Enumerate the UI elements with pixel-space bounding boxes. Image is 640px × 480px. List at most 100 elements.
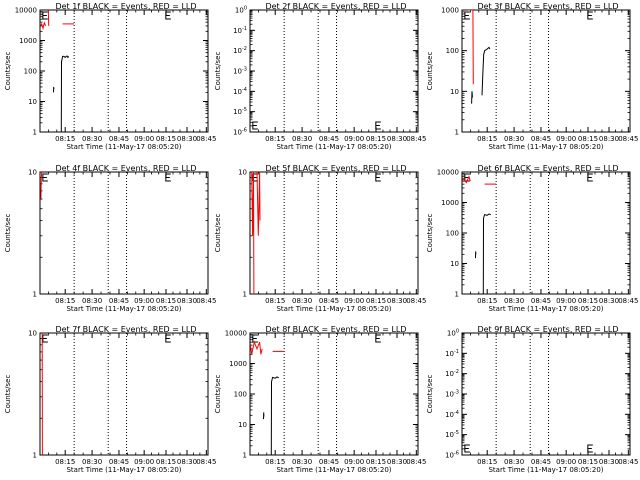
- x-tick-label: 08:30: [292, 135, 312, 143]
- panel-title: Det 8f BLACK = Events, RED = LLD: [265, 325, 406, 334]
- panel-det-1: Det 1f BLACK = Events, RED = LLD 1 10 100 10…: [4, 2, 216, 151]
- lld-series-line: [251, 172, 255, 294]
- plot-frame: [249, 9, 419, 133]
- x-axis-label: Start Time (11-May-17 08:05:20): [66, 143, 181, 151]
- x-tick-label: 08:30: [177, 135, 197, 143]
- x-tick-label: 09:00: [344, 135, 364, 143]
- x-tick-label: 08:30: [599, 135, 619, 143]
- plot-frame: [39, 171, 209, 295]
- x-tick-label: 08:15: [265, 135, 285, 143]
- y-tick-label: 10: [28, 330, 37, 338]
- x-tick-label: 08:15: [156, 458, 176, 466]
- x-tick-label: 08:30: [82, 135, 102, 143]
- x-tick-label: 08:15: [265, 297, 285, 305]
- x-axis-label: Start Time (11-May-17 08:05:20): [66, 305, 181, 313]
- y-tick-label: 10-5: [233, 107, 247, 116]
- event-marker: [587, 11, 593, 20]
- x-tick-label: 09:00: [344, 458, 364, 466]
- lld-series-line: [467, 10, 474, 85]
- x-tick-label: 08:45: [618, 458, 638, 466]
- x-tick-label: 08:30: [177, 297, 197, 305]
- x-tick-label: 08:15: [55, 135, 75, 143]
- event-marker: [587, 444, 593, 453]
- y-tick-label: 1: [243, 291, 247, 299]
- panel-det-4: Det 4f BLACK = Events, RED = LLD 1 10 Count…: [4, 164, 216, 313]
- x-tick-label: 08:30: [504, 297, 524, 305]
- y-tick-label: 10: [450, 88, 459, 96]
- y-tick-label: 10-5: [445, 430, 459, 439]
- y-tick-label: 10: [450, 260, 459, 268]
- x-tick-label: 09:00: [556, 135, 576, 143]
- x-tick-label: 08:45: [618, 297, 638, 305]
- x-axis-label: Start Time (11-May-17 08:05:20): [488, 466, 603, 474]
- x-axis-label: Start Time (11-May-17 08:05:20): [488, 305, 603, 313]
- event-marker: [42, 173, 48, 182]
- panel-det-7: Det 7f BLACK = Events, RED = LLD 1 10 Count…: [4, 325, 216, 474]
- y-tick-label: 10: [28, 169, 37, 177]
- y-tick-label: 1: [455, 129, 459, 137]
- event-marker: [42, 11, 48, 20]
- x-tick-label: 09:00: [134, 135, 154, 143]
- x-tick-label: 08:30: [82, 458, 102, 466]
- x-tick-label: 08:15: [578, 297, 598, 305]
- y-tick-label: 10-4: [445, 410, 459, 419]
- y-tick-label: 1: [243, 452, 247, 460]
- y-tick-label: 10-3: [233, 67, 247, 76]
- x-tick-label: 08:45: [406, 135, 426, 143]
- x-tick-label: 08:45: [531, 458, 551, 466]
- lld-series-line: [462, 175, 471, 184]
- x-tick-label: 08:45: [531, 297, 551, 305]
- event-marker: [165, 11, 171, 20]
- plot-frame: [461, 332, 631, 456]
- y-axis-label: Counts/sec: [426, 375, 434, 414]
- lld-series-line: [40, 172, 43, 200]
- event-marker: [42, 334, 48, 343]
- y-axis-label: Counts/sec: [214, 214, 222, 253]
- x-tick-label: 08:45: [531, 135, 551, 143]
- plot-frame: [39, 9, 209, 133]
- y-tick-label: 100: [446, 47, 459, 55]
- y-tick-label: 10-4: [233, 87, 247, 96]
- x-tick-label: 08:15: [477, 297, 497, 305]
- x-tick-label: 08:45: [196, 135, 216, 143]
- y-tick-label: 100: [24, 68, 37, 76]
- x-tick-label: 09:00: [134, 297, 154, 305]
- x-tick-label: 08:45: [406, 297, 426, 305]
- x-tick-label: 08:30: [504, 135, 524, 143]
- y-tick-label: 1: [33, 291, 37, 299]
- panel-title: Det 2f BLACK = Events, RED = LLD: [265, 2, 406, 11]
- y-tick-label: 10: [28, 98, 37, 106]
- x-axis-label: Start Time (11-May-17 08:05:20): [276, 305, 391, 313]
- y-tick-label: 10-1: [233, 26, 247, 35]
- plot-frame: [39, 332, 209, 456]
- events-series-line: [482, 213, 491, 294]
- x-tick-label: 08:30: [599, 297, 619, 305]
- x-tick-label: 08:30: [82, 297, 102, 305]
- x-tick-label: 09:00: [134, 458, 154, 466]
- x-tick-label: 08:15: [156, 135, 176, 143]
- plot-frame: [461, 171, 631, 295]
- panel-det-2: Det 2f BLACK = Events, RED = LLD 10-6 10-5…: [214, 2, 426, 151]
- y-axis-label: Counts/sec: [426, 214, 434, 253]
- x-tick-label: 08:45: [196, 458, 216, 466]
- x-tick-label: 08:45: [109, 458, 129, 466]
- x-tick-label: 08:45: [109, 297, 129, 305]
- x-tick-label: 08:30: [387, 135, 407, 143]
- panel-title: Det 7f BLACK = Events, RED = LLD: [55, 325, 196, 334]
- x-tick-label: 08:45: [406, 458, 426, 466]
- y-tick-label: 10-2: [445, 369, 459, 378]
- events-series-line: [471, 91, 473, 104]
- panel-det-9: Det 9f BLACK = Events, RED = LLD 10-6 10-5…: [426, 325, 638, 474]
- lld-series-line: [250, 340, 263, 355]
- x-tick-label: 08:15: [55, 297, 75, 305]
- x-tick-label: 08:15: [265, 458, 285, 466]
- event-marker: [375, 173, 381, 182]
- x-axis-label: Start Time (11-May-17 08:05:20): [488, 143, 603, 151]
- x-tick-label: 08:30: [387, 458, 407, 466]
- x-tick-label: 08:30: [177, 458, 197, 466]
- x-tick-label: 09:00: [556, 458, 576, 466]
- events-series-line: [481, 46, 491, 96]
- panel-title: Det 5f BLACK = Events, RED = LLD: [265, 164, 406, 173]
- y-tick-label: 100: [446, 230, 459, 238]
